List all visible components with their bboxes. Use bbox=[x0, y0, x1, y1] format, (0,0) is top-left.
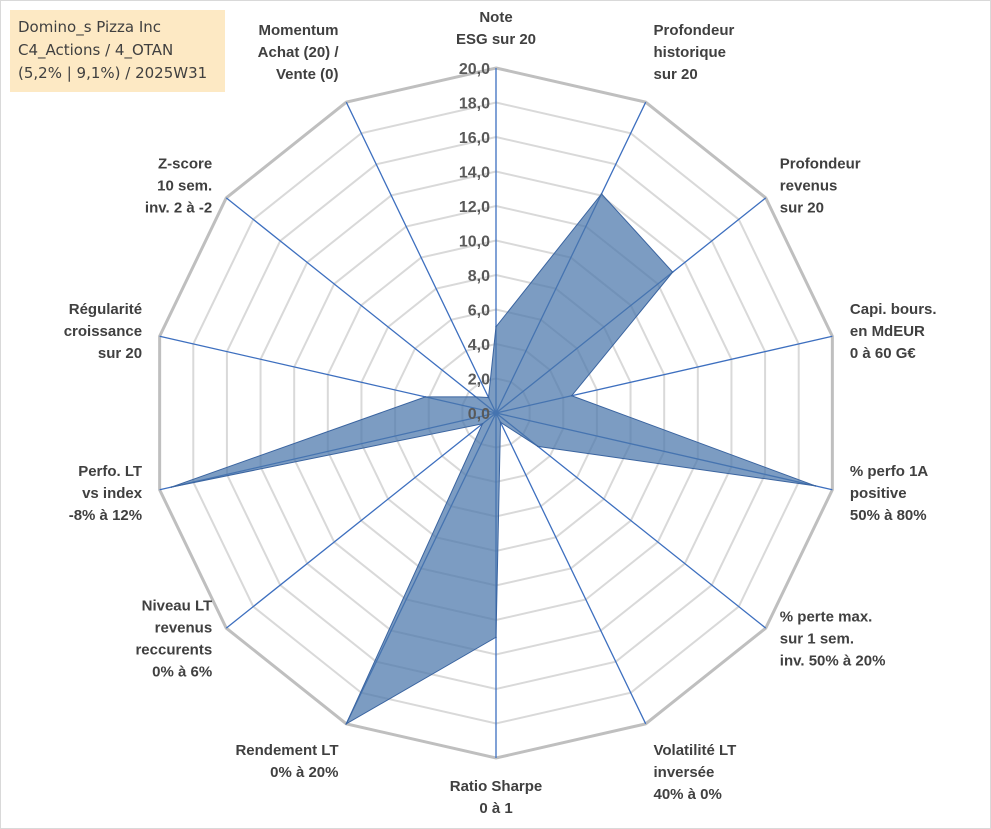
axis-label-line: sur 20 bbox=[653, 66, 697, 83]
axis-label-line: sur 1 sem. bbox=[780, 630, 854, 647]
axis-label-line: Niveau LT bbox=[142, 597, 213, 614]
axis-label-line: Profondeur bbox=[780, 156, 861, 173]
radial-tick-label: 18,0 bbox=[459, 96, 490, 113]
axis-label: Capi. bours. en MdEUR 0 à 60 G€ bbox=[850, 301, 937, 362]
axis-label-line: sur 20 bbox=[780, 200, 824, 217]
axis-label-line: Ratio Sharpe bbox=[450, 778, 543, 795]
data-point bbox=[495, 636, 497, 639]
axis-label-line: sur 20 bbox=[98, 345, 142, 362]
axis-label-line: revenus bbox=[780, 178, 838, 195]
axis-label: Profondeur revenus sur 20 bbox=[780, 156, 861, 217]
axis-label: % perte max. sur 1 sem. inv. 50% à 20% bbox=[780, 608, 886, 669]
axis-label-line: Profondeur bbox=[653, 22, 734, 39]
axis-label: Régularité croissance sur 20 bbox=[64, 301, 142, 362]
axis-label: Profondeur historique sur 20 bbox=[653, 22, 734, 83]
axis-label: Rendement LT 0% à 20% bbox=[235, 742, 338, 781]
axis-label-line: 0% à 6% bbox=[152, 663, 212, 680]
axis-label-line: vs index bbox=[82, 485, 143, 502]
radial-tick-label: 0,0 bbox=[468, 406, 490, 423]
axis-label-line: ESG sur 20 bbox=[456, 31, 536, 48]
axis-label-line: inv. 2 à -2 bbox=[145, 200, 212, 217]
axis-label: Z-score 10 sem. inv. 2 à -2 bbox=[145, 156, 212, 217]
radial-tick-label: 6,0 bbox=[468, 303, 490, 320]
axis-label: Niveau LT revenus reccurents 0% à 6% bbox=[135, 597, 212, 680]
axis-label-line: croissance bbox=[64, 323, 142, 340]
axis-label-line: Z-score bbox=[158, 156, 212, 173]
axis-label-line: Volatilité LT bbox=[653, 742, 736, 759]
axis-label-line: % perfo 1A bbox=[850, 463, 929, 480]
axis-label-line: inv. 50% à 20% bbox=[780, 652, 886, 669]
axis-label-line: revenus bbox=[155, 619, 213, 636]
data-point bbox=[499, 421, 502, 424]
data-point bbox=[474, 396, 477, 398]
data-point bbox=[600, 193, 603, 195]
data-point bbox=[424, 396, 427, 398]
axis-spoke bbox=[225, 412, 497, 629]
chart-info-box: Domino_s Pizza Inc C4_Actions / 4_OTAN (… bbox=[10, 10, 225, 92]
data-point bbox=[495, 325, 497, 328]
axis-label: Perfo. LT vs index -8% à 12% bbox=[69, 463, 143, 524]
axis-label-line: 50% à 80% bbox=[850, 507, 927, 524]
axis-spoke bbox=[345, 101, 497, 414]
radial-tick-label: 12,0 bbox=[459, 199, 490, 216]
radial-tick-label: 4,0 bbox=[468, 337, 490, 354]
data-point bbox=[345, 723, 348, 725]
performance-week: (5,2% | 9,1%) / 2025W31 bbox=[18, 64, 208, 82]
axis-label-line: 0% à 20% bbox=[270, 764, 338, 781]
axis-label-line: Perfo. LT bbox=[78, 463, 142, 480]
radial-tick-label: 10,0 bbox=[459, 234, 490, 251]
data-point bbox=[671, 271, 674, 273]
axis-spoke bbox=[495, 412, 647, 725]
axis-label-line: Momentum bbox=[259, 22, 339, 39]
axis-label-line: en MdEUR bbox=[850, 323, 925, 340]
radial-tick-label: 8,0 bbox=[468, 268, 490, 285]
data-point bbox=[481, 422, 484, 425]
axis-label-line: inversée bbox=[653, 764, 714, 781]
radial-tick-label: 16,0 bbox=[459, 130, 490, 147]
axis-label: Volatilité LT inversée 40% à 0% bbox=[653, 742, 736, 803]
data-point bbox=[570, 394, 573, 397]
company-name: Domino_s Pizza Inc bbox=[18, 18, 162, 36]
radial-tick-label: 14,0 bbox=[459, 165, 490, 182]
data-point bbox=[170, 486, 173, 488]
data-series-area bbox=[171, 193, 816, 726]
axis-label-line: historique bbox=[653, 44, 726, 61]
axis-label-line: Régularité bbox=[69, 301, 142, 318]
axis-label-line: reccurents bbox=[135, 641, 212, 658]
data-point bbox=[537, 445, 539, 448]
axis-label-line: % perte max. bbox=[780, 608, 873, 625]
classification: C4_Actions / 4_OTAN bbox=[18, 41, 174, 59]
axis-label-line: positive bbox=[850, 485, 907, 502]
axis-label-line: Rendement LT bbox=[235, 742, 338, 759]
axis-label-line: 40% à 0% bbox=[653, 786, 721, 803]
axis-label-line: 0 à 1 bbox=[479, 800, 512, 817]
radial-tick-label: 2,0 bbox=[468, 372, 490, 389]
axis-spoke bbox=[495, 412, 767, 629]
axis-label: Momentum Achat (20) / Vente (0) bbox=[258, 22, 340, 83]
axis-label: Ratio Sharpe 0 à 1 bbox=[450, 778, 543, 817]
axis-label-line: Capi. bours. bbox=[850, 301, 937, 318]
axis-spoke bbox=[225, 197, 497, 414]
axis-label-line: Note bbox=[479, 9, 512, 26]
axis-label-line: Vente (0) bbox=[276, 66, 339, 83]
axis-label-line: 10 sem. bbox=[157, 178, 212, 195]
axis-label-line: -8% à 12% bbox=[69, 507, 142, 524]
data-point bbox=[487, 396, 490, 399]
data-point bbox=[814, 485, 817, 487]
axis-label-line: 0 à 60 G€ bbox=[850, 345, 917, 362]
axis-label: Note ESG sur 20 bbox=[456, 9, 536, 48]
axis-label: % perfo 1A positive 50% à 80% bbox=[850, 463, 929, 524]
axis-label-line: Achat (20) / bbox=[258, 44, 340, 61]
radial-tick-label: 20,0 bbox=[459, 61, 490, 78]
